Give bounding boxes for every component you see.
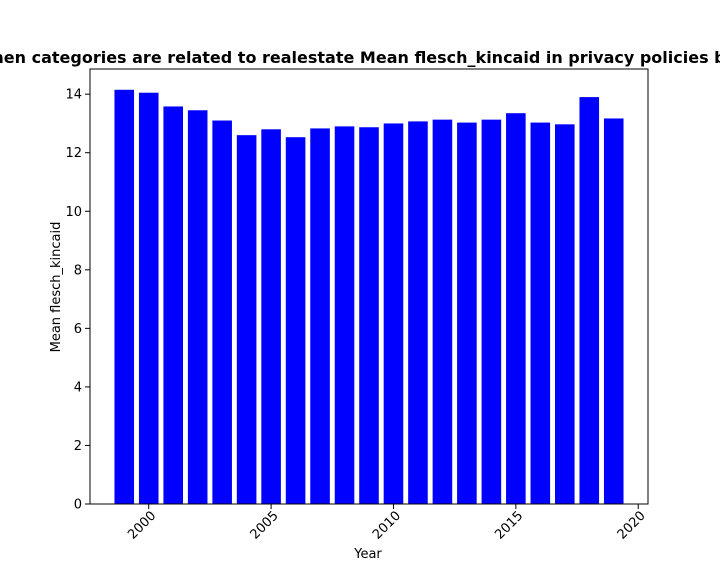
bar-2008 — [334, 126, 355, 505]
x-tick-label-2010: 2010 — [370, 509, 404, 543]
x-tick-label-2000: 2000 — [125, 509, 159, 543]
bar-2006 — [285, 137, 306, 504]
x-tick-label-2020: 2020 — [615, 509, 649, 543]
y-tick-label-14: 14 — [65, 88, 82, 103]
y-tick-label-6: 6 — [74, 322, 82, 337]
bar-2003 — [212, 120, 232, 504]
bar-2019 — [603, 118, 624, 504]
x-axis-label: Year — [353, 547, 382, 562]
y-tick-label-2: 2 — [74, 439, 82, 454]
bar-2000 — [138, 92, 159, 504]
bar-2016 — [530, 122, 551, 505]
x-tick-label-2015: 2015 — [492, 509, 526, 543]
bars-group — [114, 89, 624, 505]
bar-2012 — [432, 119, 453, 504]
y-tick-label-4: 4 — [74, 380, 82, 395]
y-axis-label: Mean flesch_kincaid — [49, 222, 64, 353]
chart-title: When categories are related to realestat… — [0, 48, 720, 67]
bar-2015 — [506, 113, 526, 504]
y-tick-label-12: 12 — [65, 146, 82, 161]
y-axis: 0 2 4 6 8 10 12 14 — [65, 88, 90, 513]
bar-2013 — [457, 122, 477, 505]
bar-1999 — [114, 89, 135, 504]
y-tick-label-10: 10 — [65, 205, 82, 220]
bar-2002 — [187, 110, 208, 504]
bar-2017 — [555, 124, 575, 504]
y-tick-label-8: 8 — [74, 263, 82, 278]
bar-2018 — [579, 97, 600, 504]
bar-2004 — [236, 135, 257, 504]
bar-2005 — [261, 129, 281, 504]
plot-frame — [89, 68, 649, 505]
bar-2001 — [163, 106, 183, 504]
y-tick-label-0: 0 — [74, 498, 82, 513]
bar-2007 — [310, 128, 330, 505]
x-tick-label-2005: 2005 — [248, 509, 282, 543]
bar-2009 — [359, 127, 379, 505]
bar-2014 — [481, 119, 502, 504]
bar-2011 — [408, 121, 428, 505]
x-axis: 2000 2005 2010 2015 2020 — [125, 504, 649, 543]
bar-2010 — [383, 123, 404, 504]
